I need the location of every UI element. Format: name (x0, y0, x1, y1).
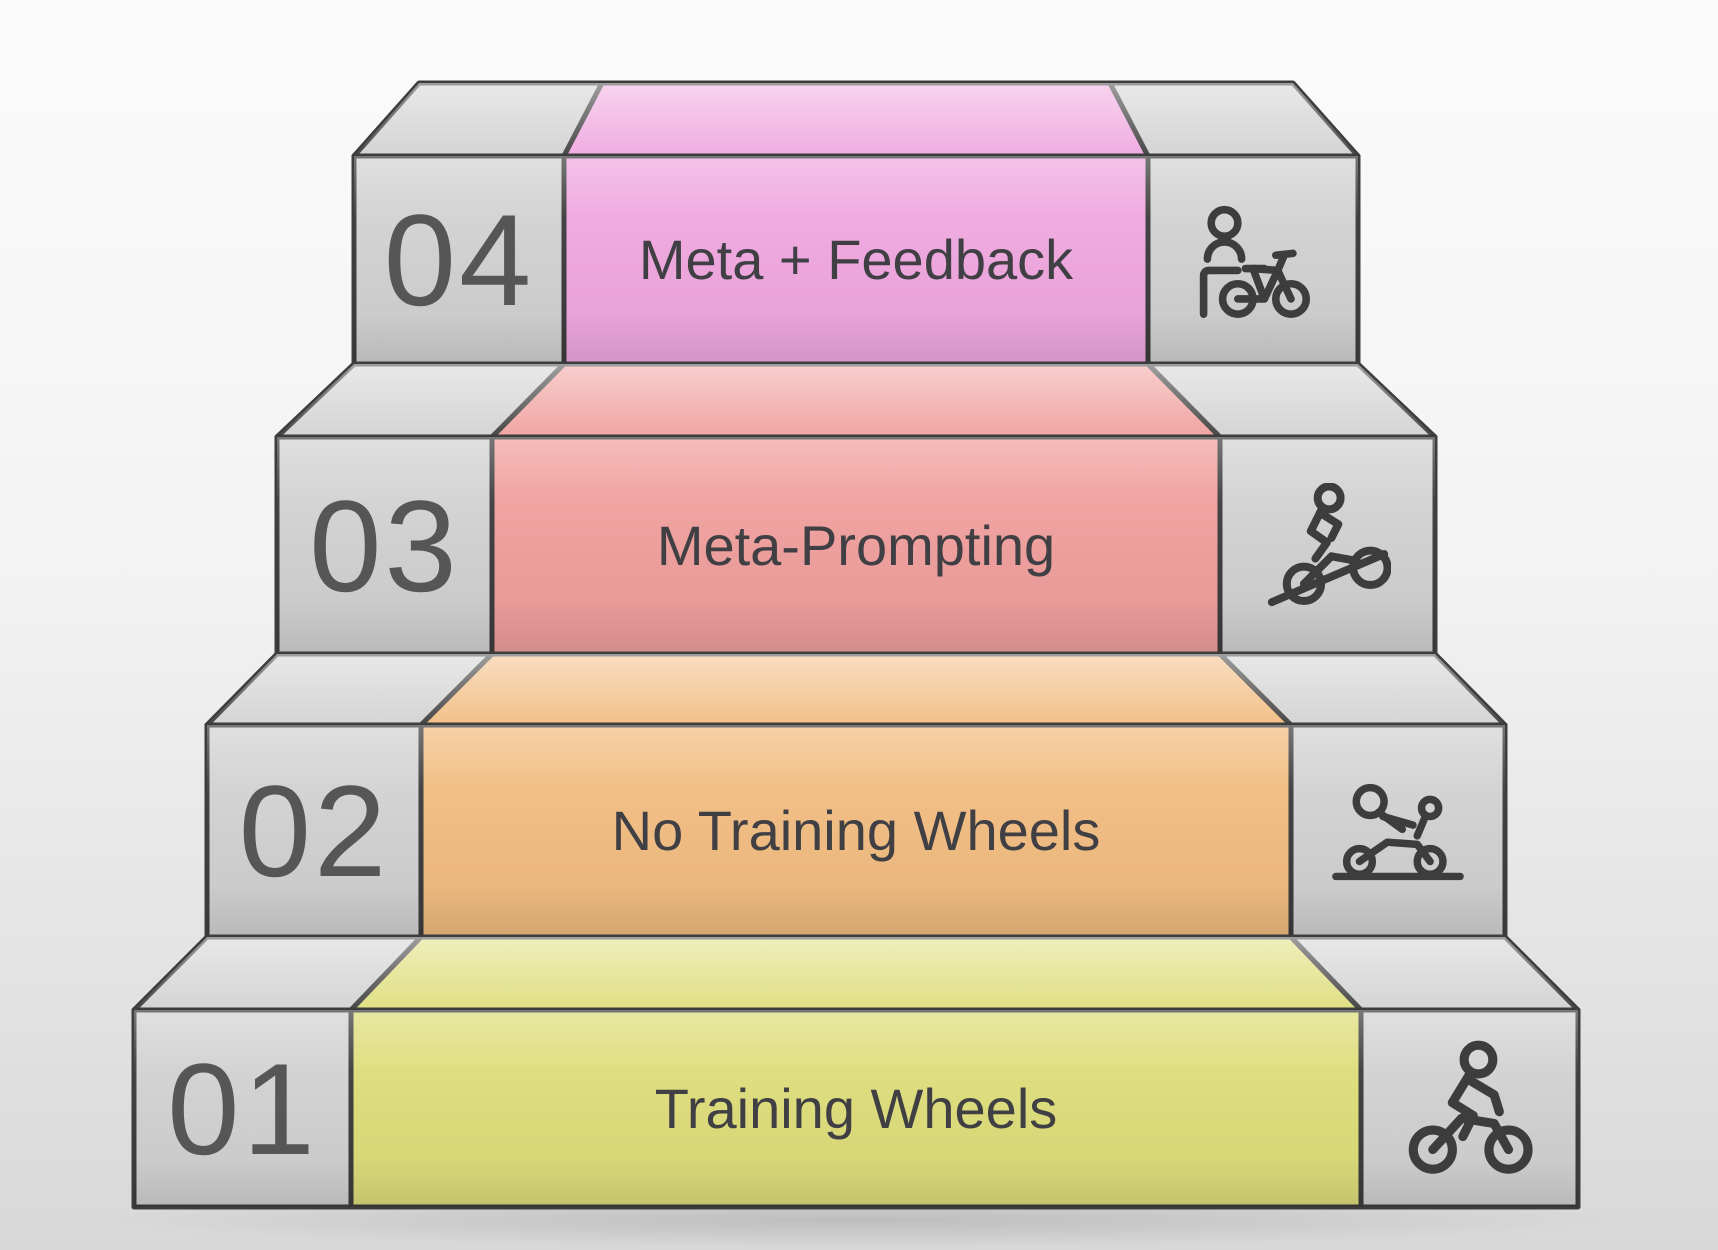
level-02-icon-cell (1291, 725, 1505, 937)
level-03-label: Meta-Prompting (656, 513, 1056, 577)
level-04-icon-cell (1148, 156, 1358, 364)
level-01-number: 01 (167, 1035, 318, 1182)
level-03-tread-center (489, 361, 1223, 440)
person-standing-with-bike-icon (1199, 205, 1310, 318)
level-04-tread-center (561, 80, 1151, 159)
level-03-icon-cell (1220, 437, 1435, 654)
level-04-tread-left (351, 80, 605, 159)
cyclist-leaning-forward-icon (1332, 783, 1464, 880)
level-02-tread-center (418, 651, 1294, 728)
level-04-number: 04 (383, 187, 535, 333)
level-01-label: Training Wheels (654, 1076, 1058, 1140)
level-04-label: Meta + Feedback (638, 228, 1074, 292)
level-04-tread-right (1107, 80, 1361, 159)
level-01-tread-center (348, 934, 1364, 1013)
upright-cyclist-icon (1408, 1040, 1533, 1174)
level-02-label: No Training Wheels (611, 799, 1101, 863)
level-01-icon-cell (1361, 1010, 1578, 1207)
level-02-number: 02 (238, 758, 390, 904)
level-03-number: 03 (309, 472, 460, 619)
downhill-cyclist-icon (1267, 482, 1391, 606)
